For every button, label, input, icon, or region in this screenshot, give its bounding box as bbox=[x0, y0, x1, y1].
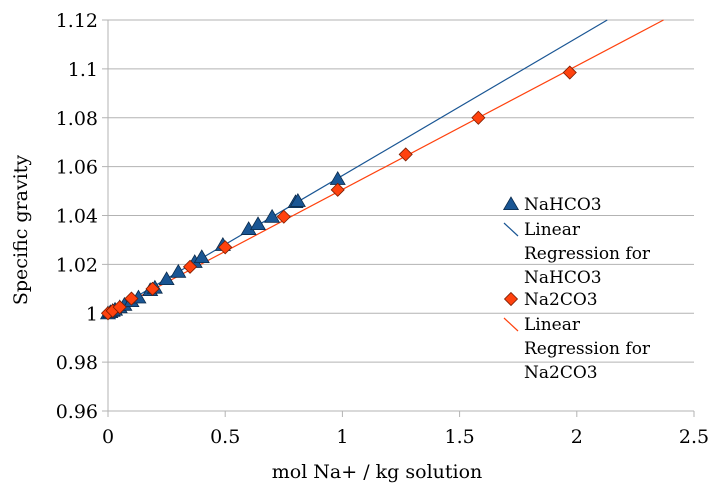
axes bbox=[102, 19, 695, 417]
x-axis-title: mol Na+ / kg solution bbox=[272, 461, 483, 483]
x-tick-label: 2 bbox=[571, 426, 583, 448]
y-tick-label: 1.1 bbox=[68, 59, 98, 81]
y-tick-label: 1.04 bbox=[56, 206, 98, 228]
y-tick-label: 1 bbox=[86, 303, 98, 325]
legend-line-marker bbox=[503, 222, 519, 237]
y-axis-title: Specific gravity bbox=[10, 155, 32, 306]
x-tick-label: 1 bbox=[336, 426, 348, 448]
tick-labels: 0.96 0.98 1 1.02 1.04 1.06 1.08 1.1 1.12 0 0.5 1 1.5… bbox=[56, 10, 709, 448]
data-markers bbox=[99, 65, 577, 321]
legend-label: Regression for bbox=[524, 339, 651, 359]
data-point-diamond bbox=[330, 182, 345, 197]
legend-label: NaHCO3 bbox=[524, 268, 602, 288]
legend-label: Na2CO3 bbox=[524, 290, 598, 310]
data-point-triangle bbox=[249, 216, 267, 231]
data-point-diamond bbox=[276, 209, 291, 224]
x-tick-label: 0.5 bbox=[210, 426, 240, 448]
y-tick-label: 1.12 bbox=[56, 10, 98, 32]
legend-item: Linear Regression for NaHCO3 bbox=[503, 220, 651, 288]
data-point-diamond bbox=[398, 147, 413, 162]
legend-line-marker bbox=[503, 317, 519, 332]
data-point-diamond bbox=[112, 300, 127, 315]
legend-label: Linear bbox=[524, 315, 581, 335]
legend-diamond-marker bbox=[503, 291, 519, 307]
data-point-triangle bbox=[158, 271, 175, 286]
x-tick-label: 0 bbox=[102, 426, 114, 448]
data-point-diamond bbox=[145, 281, 160, 296]
x-tick-label: 1.5 bbox=[444, 426, 474, 448]
data-point-triangle bbox=[193, 249, 210, 264]
data-point-triangle bbox=[289, 193, 306, 207]
y-tick-label: 1.08 bbox=[56, 108, 98, 130]
legend-label: Na2CO3 bbox=[524, 363, 598, 383]
data-point-triangle bbox=[329, 171, 346, 185]
legend-item: NaHCO3 bbox=[502, 195, 602, 215]
y-tick-label: 1.06 bbox=[56, 157, 98, 179]
y-tick-label: 1.02 bbox=[56, 254, 98, 276]
data-point-diamond bbox=[124, 291, 139, 306]
legend-label: Linear bbox=[524, 220, 581, 240]
y-tick-label: 0.98 bbox=[56, 352, 98, 374]
legend-item: Linear Regression for Na2CO3 bbox=[503, 315, 651, 383]
legend-triangle-marker bbox=[502, 196, 520, 211]
data-point-triangle bbox=[264, 208, 281, 223]
x-tick-label: 2.5 bbox=[679, 426, 709, 448]
gridlines bbox=[108, 19, 694, 363]
legend-label: NaHCO3 bbox=[524, 195, 602, 215]
data-point-diamond bbox=[471, 110, 486, 125]
data-point-diamond bbox=[218, 240, 233, 255]
y-tick-label: 0.96 bbox=[56, 401, 98, 423]
legend-item: Na2CO3 bbox=[503, 290, 598, 310]
legend-label: Regression for bbox=[524, 244, 651, 264]
data-point-diamond bbox=[562, 65, 577, 80]
data-point-diamond bbox=[182, 259, 198, 274]
data-point-triangle bbox=[170, 263, 187, 278]
